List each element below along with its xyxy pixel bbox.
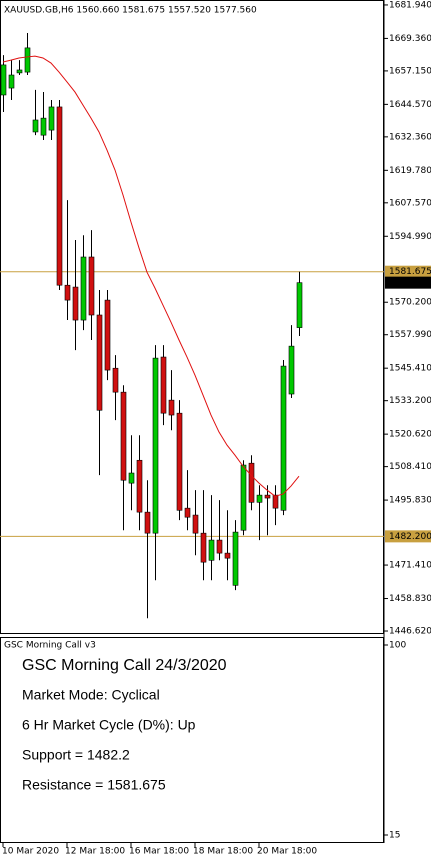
- y-tick-label: 1471.410: [389, 561, 431, 571]
- candle-body-down: [56, 106, 63, 286]
- candle-body-up: [16, 69, 23, 74]
- y-tick-label: 1681.940: [389, 0, 431, 10]
- x-tick-label: 16 Mar 18:00: [129, 847, 189, 856]
- candle-body-up: [40, 117, 47, 136]
- level-label-bg: [385, 265, 431, 278]
- candle-body-up: [80, 256, 87, 321]
- last-price-label: 1577.560: [389, 278, 431, 288]
- indicator-heading: GSC Morning Call 24/3/2020: [22, 657, 227, 674]
- candle-body-up: [256, 494, 263, 503]
- candle-body-up: [0, 64, 7, 96]
- y-tick-label: 1632.360: [389, 132, 431, 142]
- candle-body-down: [176, 412, 183, 511]
- y-tick-label: 1619.780: [389, 166, 431, 176]
- indicator-tick-label: 15: [389, 830, 400, 840]
- y-tick-label: 1545.410: [389, 364, 431, 374]
- candle-body-down: [160, 356, 167, 414]
- y-tick-label: 1669.360: [389, 34, 431, 44]
- indicator-line: Market Mode: Cyclical: [22, 687, 160, 703]
- moving-average: [2, 55, 300, 497]
- candle-body-up: [48, 106, 55, 131]
- candle-body-down: [272, 494, 279, 509]
- candle-body-up: [296, 282, 303, 328]
- level-label: 1482.200: [389, 532, 431, 542]
- y-tick-label: 1644.570: [389, 100, 431, 110]
- indicator-tick-label: 100: [389, 641, 406, 651]
- candle-body-down: [64, 284, 71, 301]
- candle-body-down: [72, 286, 79, 321]
- price-pane: [0, 0, 384, 634]
- candle-body-down: [216, 539, 223, 554]
- indicator-line: Resistance = 1581.675: [22, 777, 166, 793]
- x-tick-label: 18 Mar 18:00: [193, 847, 253, 856]
- candle-body-down: [112, 367, 119, 393]
- candle-body-down: [136, 459, 143, 513]
- y-tick-label: 1557.990: [389, 330, 431, 340]
- last-price-bg: [385, 276, 431, 289]
- candle-body-down: [264, 494, 271, 499]
- y-tick-label: 1446.620: [389, 627, 431, 637]
- y-tick-label: 1607.570: [389, 198, 431, 208]
- candle-body-down: [192, 514, 199, 534]
- candle-body-down: [168, 399, 175, 416]
- candle-body-down: [120, 391, 127, 481]
- chart-header: XAUUSD.GB,H6 1560.660 1581.675 1557.520 …: [4, 6, 257, 16]
- y-tick-label: 1570.200: [389, 298, 431, 308]
- candle-body-up: [232, 531, 239, 586]
- candle-body-down: [96, 314, 103, 411]
- candle-body-up: [24, 47, 31, 73]
- candle-body-up: [152, 357, 159, 534]
- candle-body-down: [184, 507, 191, 518]
- x-tick-label: 20 Mar 18:00: [257, 847, 317, 856]
- x-tick-label: 12 Mar 18:00: [65, 847, 125, 856]
- y-tick-label: 1520.620: [389, 430, 431, 440]
- y-tick-label: 1594.990: [389, 232, 431, 242]
- x-tick-label: 10 Mar 2020: [2, 847, 59, 856]
- level-label-bg: [385, 530, 431, 543]
- candle-body-up: [288, 345, 295, 395]
- candle-body-down: [200, 532, 207, 563]
- candle-body-up: [208, 539, 215, 561]
- candle-body-up: [128, 472, 135, 484]
- candle-body-up: [280, 365, 287, 511]
- y-tick-label: 1495.830: [389, 496, 431, 506]
- y-tick-label: 1458.830: [389, 594, 431, 604]
- y-tick-label: 1657.150: [389, 66, 431, 76]
- candle-body-up: [32, 119, 39, 133]
- y-tick-label: 1508.410: [389, 462, 431, 472]
- candle-body-down: [248, 462, 255, 503]
- candle-body-down: [144, 511, 151, 534]
- y-tick-label: 1533.200: [389, 396, 431, 406]
- candle-body-down: [104, 299, 111, 371]
- candle-body-up: [240, 464, 247, 531]
- level-label: 1581.675: [389, 267, 431, 277]
- indicator-line: Support = 1482.2: [22, 747, 130, 763]
- candle-body-down: [224, 552, 231, 559]
- indicator-line: 6 Hr Market Cycle (D%): Up: [22, 717, 196, 733]
- candle-body-down: [88, 256, 95, 316]
- indicator-title: GSC Morning Call v3: [4, 641, 96, 651]
- candle-body-up: [8, 74, 15, 89]
